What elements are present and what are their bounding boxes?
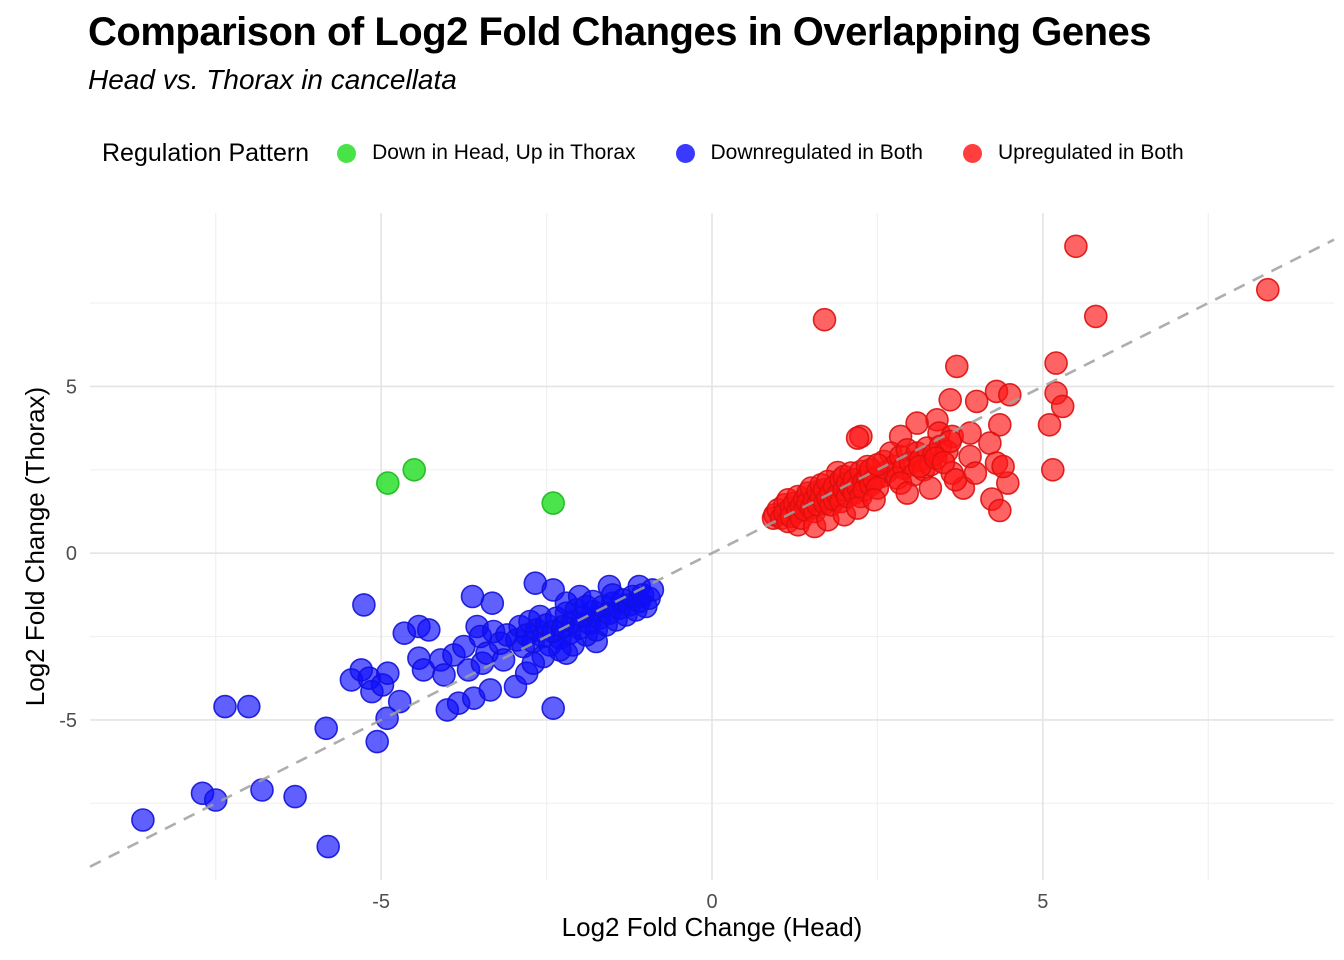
data-point <box>365 729 390 754</box>
chart-title: Comparison of Log2 Fold Changes in Overl… <box>88 10 1152 54</box>
data-point <box>1041 457 1065 482</box>
data-point <box>963 461 988 485</box>
data-point <box>918 476 943 500</box>
chart-subtitle: Head vs. Thorax in cancellata <box>88 64 457 95</box>
legend-item: Upregulated in Both <box>963 141 1184 165</box>
data-point <box>1256 277 1280 302</box>
x-tick-label: -5 <box>372 891 390 913</box>
data-point <box>541 491 566 515</box>
data-point <box>987 412 1012 437</box>
data-point <box>416 618 441 642</box>
data-point <box>943 467 968 492</box>
data-point <box>1044 351 1068 375</box>
data-point <box>958 421 982 445</box>
legend-items: Down in Head, Up in Thorax Downregulated … <box>337 141 1224 165</box>
data-point <box>862 487 886 512</box>
identity-reference-line <box>89 238 1335 868</box>
data-point <box>938 387 963 412</box>
data-point <box>491 648 516 672</box>
data-point <box>964 389 989 414</box>
legend: Regulation Pattern Down in Head, Up in T… <box>102 132 1224 174</box>
y-tick-label: -5 <box>59 710 77 732</box>
legend-item-label: Down in Head, Up in Thorax <box>372 141 636 164</box>
data-point <box>944 354 969 379</box>
legend-item-label: Downregulated in Both <box>710 141 923 164</box>
data-point <box>387 689 412 714</box>
x-tick-label: 0 <box>706 891 717 913</box>
y-tick-label: 0 <box>66 543 77 565</box>
data-point <box>1064 234 1088 259</box>
data-point <box>895 481 920 505</box>
legend-title: Regulation Pattern <box>102 138 310 167</box>
data-point <box>991 454 1015 479</box>
legend-item: Downregulated in Both <box>675 141 923 165</box>
y-tick-label: 5 <box>66 376 77 398</box>
data-point <box>352 593 376 617</box>
legend-item-label: Upregulated in Both <box>998 141 1184 164</box>
data-point <box>316 834 341 859</box>
data-point <box>432 663 456 687</box>
data-point <box>480 591 505 616</box>
y-axis-title: Log2 Fold Change (Thorax) <box>20 386 50 707</box>
data-point <box>845 426 870 450</box>
legend-key-dot <box>337 143 357 163</box>
data-point <box>375 471 400 495</box>
data-point <box>600 583 625 607</box>
x-tick-label: 5 <box>1037 891 1048 913</box>
legend-key-dot <box>675 143 695 163</box>
data-point <box>375 661 400 686</box>
data-point <box>905 411 929 435</box>
data-point <box>460 584 485 609</box>
data-point <box>213 694 237 719</box>
data-point <box>478 678 503 702</box>
data-point <box>237 694 261 719</box>
data-point <box>1050 394 1075 419</box>
data-point <box>250 778 274 802</box>
data-point <box>283 784 307 809</box>
data-point <box>541 696 566 721</box>
data-point <box>1084 304 1108 329</box>
data-point <box>574 594 599 619</box>
data-point <box>521 651 546 676</box>
data-point <box>812 307 837 332</box>
data-point <box>938 429 963 454</box>
data-point <box>402 457 427 482</box>
legend-key-dot <box>963 143 982 163</box>
data-point <box>931 450 956 475</box>
data-point <box>314 716 339 741</box>
x-axis-title: Log2 Fold Change (Head) <box>561 912 863 942</box>
data-point <box>978 431 1002 455</box>
data-point <box>131 808 155 832</box>
data-point <box>987 498 1012 523</box>
legend-item: Down in Head, Up in Thorax <box>337 141 636 165</box>
data-point <box>1037 412 1062 437</box>
